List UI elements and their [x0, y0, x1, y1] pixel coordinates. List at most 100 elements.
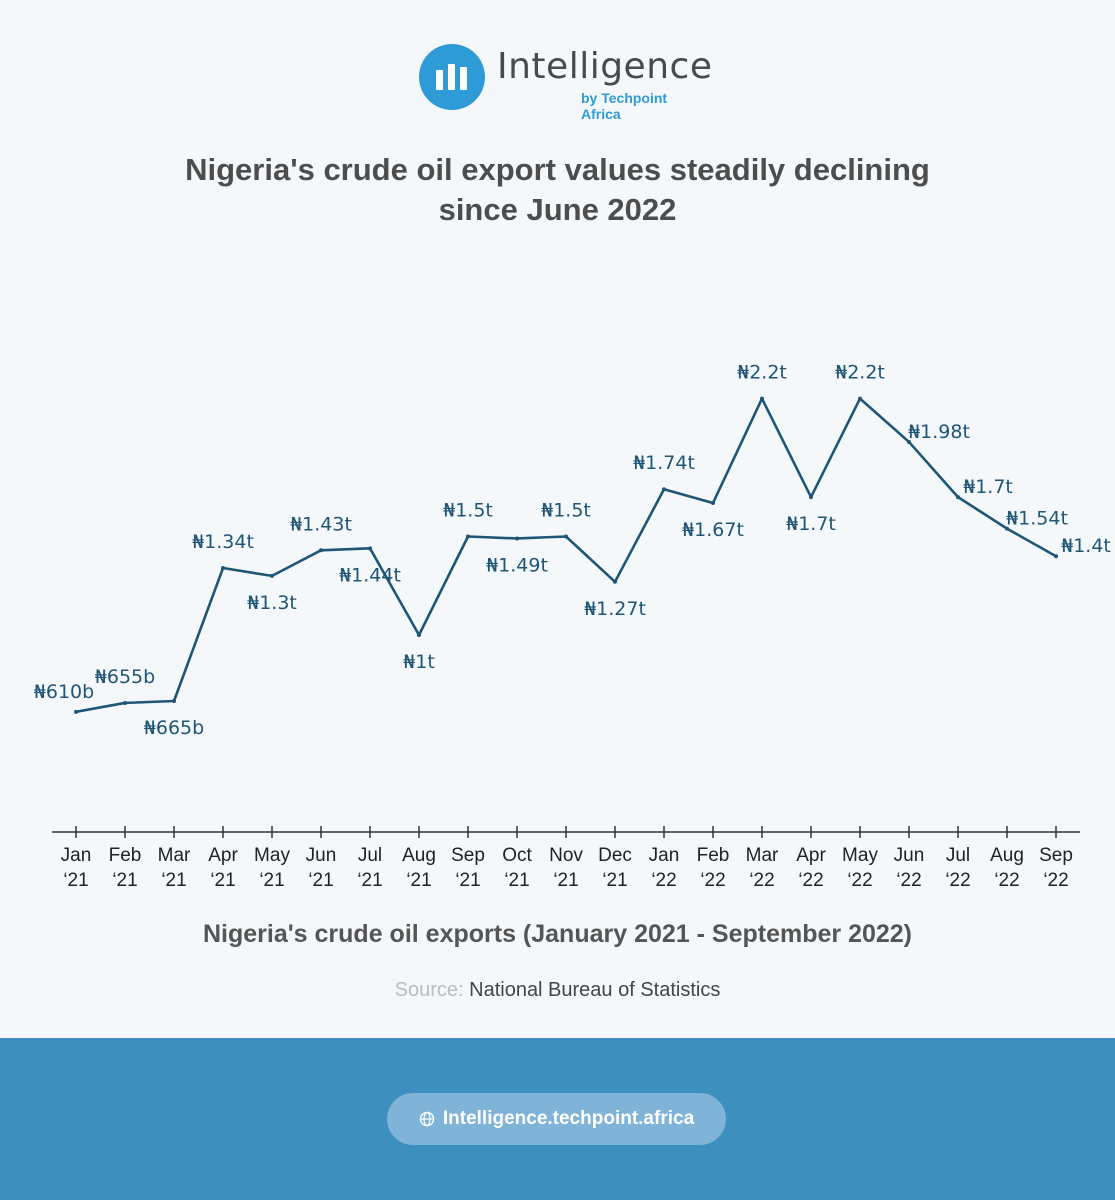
- data-point: [270, 573, 274, 578]
- data-label: ₦655b: [95, 666, 155, 688]
- x-tick-label-year: ‘22: [896, 870, 921, 891]
- data-point: [613, 579, 617, 584]
- data-point: [123, 700, 127, 705]
- x-tick-label-month: Apr: [208, 845, 238, 866]
- x-tick-label-month: Jul: [358, 845, 382, 866]
- x-tick-label-month: Oct: [502, 845, 532, 866]
- data-label: ₦1.49t: [486, 554, 548, 576]
- x-tick-label-year: ‘22: [994, 870, 1019, 891]
- x-tick-label-year: ‘22: [700, 870, 725, 891]
- data-label: ₦1.7t: [963, 476, 1013, 498]
- data-label: ₦1.43t: [290, 513, 352, 535]
- x-tick-label-month: Feb: [109, 845, 142, 866]
- x-tick-label-year: ‘21: [210, 870, 235, 891]
- source-value: National Bureau of Statistics: [469, 979, 721, 1001]
- x-tick-label-month: Feb: [697, 845, 730, 866]
- data-point: [515, 536, 519, 541]
- data-label: ₦1.7t: [786, 513, 836, 535]
- x-tick-label-month: May: [842, 845, 878, 866]
- chart-title-line-2: since June 2022: [438, 192, 677, 227]
- x-tick-label-month: Nov: [549, 845, 583, 866]
- x-tick-label-year: ‘22: [651, 870, 676, 891]
- data-label: ₦1.74t: [633, 452, 695, 474]
- x-tick-label-year: ‘21: [553, 870, 578, 891]
- x-tick-label-month: Sep: [451, 845, 485, 866]
- data-point: [319, 548, 323, 553]
- data-point: [564, 534, 568, 539]
- x-tick-label-year: ‘22: [1043, 870, 1068, 891]
- data-label: ₦1.54t: [1006, 508, 1068, 530]
- x-tick-label-year: ‘21: [504, 870, 529, 891]
- x-tick-label-month: Aug: [402, 845, 436, 866]
- data-point: [858, 396, 862, 401]
- chart-subtitle: Nigeria's crude oil exports (January 202…: [202, 920, 913, 948]
- footer-bar: Intelligence.techpoint.africa: [0, 1038, 1115, 1200]
- data-point: [662, 487, 666, 492]
- x-tick-label-year: ‘22: [847, 870, 872, 891]
- brand-name: Intelligence: [497, 46, 713, 87]
- website-link[interactable]: Intelligence.techpoint.africa: [387, 1093, 726, 1145]
- x-tick-label-year: ‘21: [259, 870, 284, 891]
- x-tick-label-year: ‘21: [63, 870, 88, 891]
- data-label: ₦1.3t: [247, 592, 297, 614]
- data-label: ₦1.34t: [192, 531, 254, 553]
- data-label: ₦1.4t: [1061, 535, 1111, 557]
- chart-title-line-1: Nigeria's crude oil export values steadi…: [185, 152, 930, 187]
- data-label: ₦1.98t: [908, 421, 970, 443]
- data-point: [1054, 554, 1058, 559]
- website-url: Intelligence.techpoint.africa: [442, 1108, 695, 1129]
- data-label: ₦1.27t: [584, 598, 646, 620]
- x-tick-label-month: Jun: [894, 845, 925, 866]
- data-point: [907, 439, 911, 444]
- data-point: [172, 698, 176, 703]
- data-label: ₦665b: [144, 717, 204, 739]
- x-tick-label-month: Jun: [306, 845, 337, 866]
- x-tick-label-month: Mar: [158, 845, 191, 866]
- data-point: [760, 396, 764, 401]
- data-point: [417, 633, 421, 637]
- data-point: [956, 495, 960, 500]
- data-point: [74, 709, 78, 714]
- data-label: ₦1.5t: [541, 500, 591, 522]
- series-line: [75, 397, 1057, 714]
- data-point: [368, 546, 372, 551]
- x-tick-label-year: ‘22: [798, 870, 823, 891]
- x-tick-label-month: Aug: [990, 845, 1024, 866]
- data-point: [221, 566, 225, 571]
- x-tick-label-year: ‘21: [308, 870, 333, 891]
- brand-tagline: by Techpoint Africa: [581, 90, 668, 122]
- data-label: ₦1.67t: [682, 519, 744, 541]
- line-chart: Jan ‘21 Feb ‘21 Mar ‘21 Apr ‘21 May ‘21 Jun ‘21 Jul ‘…: [34, 362, 1111, 891]
- data-label: ₦1.5t: [443, 500, 493, 522]
- x-tick-label-month: Dec: [598, 845, 632, 866]
- data-point: [466, 534, 470, 539]
- x-tick-label-month: Mar: [746, 845, 779, 866]
- x-tick-label-year: ‘21: [406, 870, 431, 891]
- x-tick-label-year: ‘21: [602, 870, 627, 891]
- source-note: Source: National Bureau of Statistics: [0, 979, 1115, 1002]
- data-label: ₦610b: [34, 681, 94, 703]
- x-tick-label-year: ‘22: [945, 870, 970, 891]
- brand-logo: Intelligence by Techpoint Africa: [419, 44, 713, 122]
- x-tick-label-year: ‘21: [357, 870, 382, 891]
- x-tick-label-year: ‘22: [749, 870, 774, 891]
- x-tick-label-year: ‘21: [161, 870, 186, 891]
- x-tick-label-year: ‘21: [455, 870, 480, 891]
- data-label: ₦2.2t: [835, 362, 885, 384]
- x-tick-label-month: Jul: [946, 845, 970, 866]
- data-label: ₦1.44t: [339, 564, 401, 586]
- data-point: [1005, 526, 1009, 531]
- data-point: [711, 501, 715, 506]
- x-tick-label-month: Apr: [796, 845, 826, 866]
- x-tick-label-year: ‘21: [112, 870, 137, 891]
- data-label: ₦2.2t: [737, 362, 787, 384]
- globe-icon: [419, 1111, 435, 1127]
- source-label: Source:: [394, 979, 464, 1001]
- data-label: ₦1t: [403, 651, 435, 673]
- x-tick-label-month: Jan: [61, 845, 92, 866]
- bar-chart-logo-icon: [419, 44, 485, 110]
- x-tick-label-month: Sep: [1039, 845, 1073, 866]
- x-tick-label-month: May: [254, 845, 290, 866]
- data-point: [809, 495, 813, 500]
- x-tick-label-month: Jan: [649, 845, 680, 866]
